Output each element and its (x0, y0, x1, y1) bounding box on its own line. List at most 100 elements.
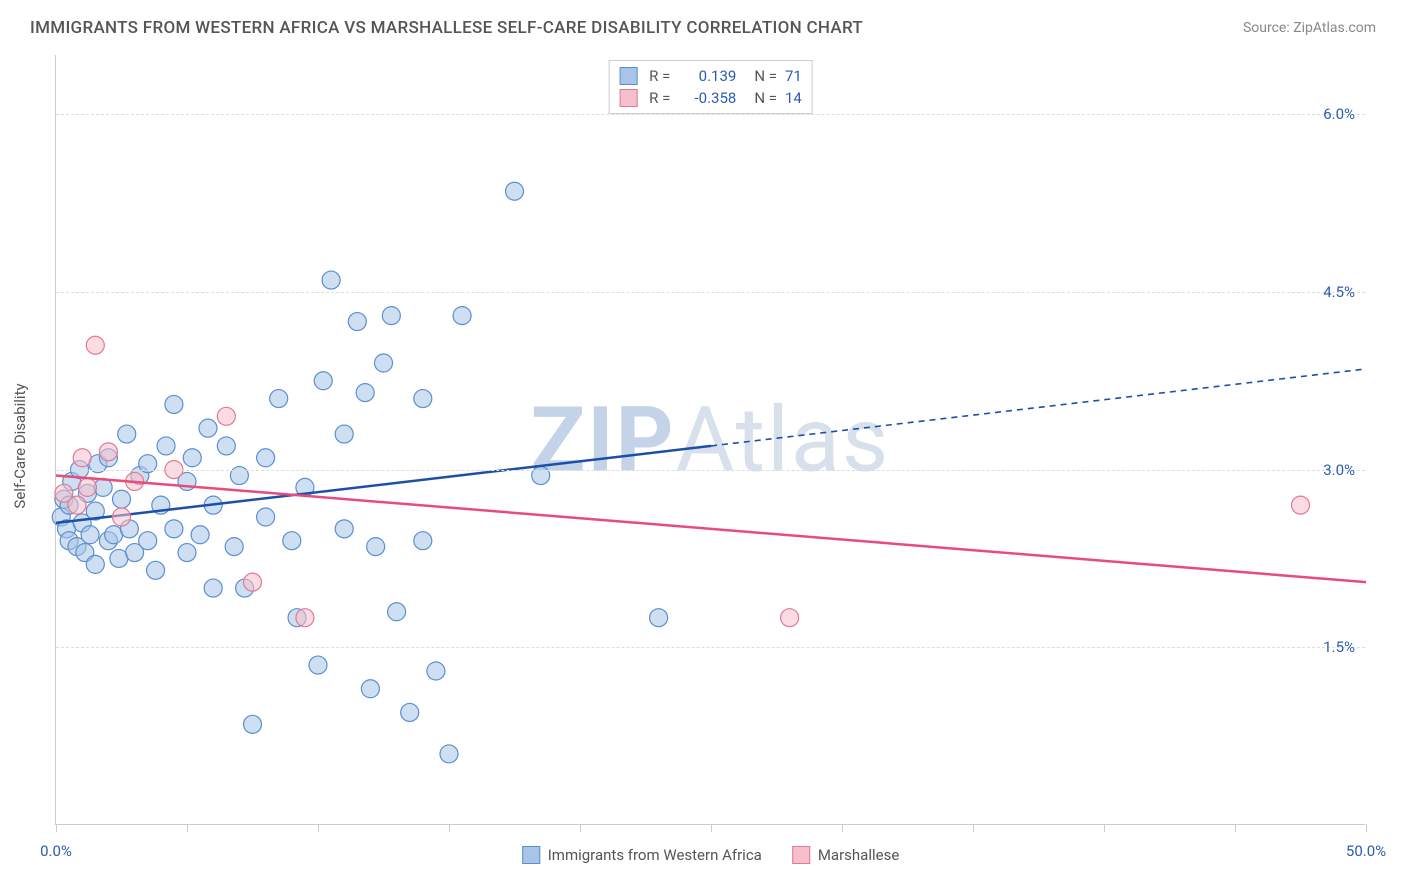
gridline (56, 470, 1365, 471)
scatter-point (68, 496, 86, 514)
trend-line-dashed (711, 369, 1366, 446)
ytick-label: 1.5% (1323, 638, 1355, 656)
scatter-point (348, 313, 366, 331)
scatter-point (81, 526, 99, 544)
scatter-point (375, 354, 393, 372)
scatter-point (204, 579, 222, 597)
r-value-0: 0.139 (678, 67, 736, 85)
legend-item-0: Immigrants from Western Africa (522, 846, 762, 864)
swatch-series-0 (619, 67, 637, 85)
scatter-point (217, 407, 235, 425)
ytick-label: 4.5% (1323, 283, 1355, 301)
legend-row-series-1: R = -0.358 N = 14 (619, 87, 802, 109)
scatter-point (270, 390, 288, 408)
scatter-point (199, 419, 217, 437)
scatter-point (225, 538, 243, 556)
ytick-label: 3.0% (1323, 461, 1355, 479)
scatter-point (257, 449, 275, 467)
xtick (580, 824, 581, 832)
swatch-series-1 (619, 89, 637, 107)
plot-area: ZIPAtlas R = 0.139 N = 71 R = -0.358 N =… (55, 55, 1365, 825)
scatter-point (453, 307, 471, 325)
trend-line-solid (56, 476, 1366, 583)
chart-container: IMMIGRANTS FROM WESTERN AFRICA VS MARSHA… (0, 0, 1406, 892)
swatch-series-1 (792, 846, 810, 864)
gridline (56, 647, 1365, 648)
scatter-point (283, 532, 301, 550)
scatter-point (1292, 496, 1310, 514)
gridline (56, 114, 1365, 115)
n-value-0: 71 (785, 67, 802, 85)
source-label: Source: ZipAtlas.com (1243, 20, 1376, 36)
xtick (842, 824, 843, 832)
legend-row-series-0: R = 0.139 N = 71 (619, 65, 802, 87)
chart-title: IMMIGRANTS FROM WESTERN AFRICA VS MARSHA… (30, 18, 863, 38)
scatter-point (217, 437, 235, 455)
scatter-point (296, 609, 314, 627)
xtick (449, 824, 450, 832)
legend-bottom: Immigrants from Western Africa Marshalle… (522, 846, 900, 864)
scatter-point (86, 336, 104, 354)
xtick (711, 824, 712, 832)
legend-label-0: Immigrants from Western Africa (548, 846, 762, 864)
scatter-point (244, 715, 262, 733)
n-label: N = (754, 67, 777, 85)
scatter-point (335, 520, 353, 538)
scatter-point (781, 609, 799, 627)
xtick (318, 824, 319, 832)
scatter-point (86, 555, 104, 573)
scatter-point (183, 449, 201, 467)
title-bar: IMMIGRANTS FROM WESTERN AFRICA VS MARSHA… (30, 18, 1376, 38)
n-label: N = (754, 89, 777, 107)
scatter-point (414, 532, 432, 550)
scatter-point (78, 478, 96, 496)
xtick (1104, 824, 1105, 832)
scatter-point (414, 390, 432, 408)
n-value-1: 14 (785, 89, 802, 107)
scatter-point (309, 656, 327, 674)
xtick (1235, 824, 1236, 832)
r-label: R = (649, 67, 670, 85)
scatter-point (367, 538, 385, 556)
scatter-point (401, 703, 419, 721)
scatter-point (388, 603, 406, 621)
xtick (973, 824, 974, 832)
scatter-point (427, 662, 445, 680)
scatter-point (118, 425, 136, 443)
scatter-point (382, 307, 400, 325)
scatter-point (147, 561, 165, 579)
scatter-point (650, 609, 668, 627)
scatter-point (356, 384, 374, 402)
gridline (56, 292, 1365, 293)
scatter-point (99, 443, 117, 461)
scatter-point (165, 520, 183, 538)
scatter-point (73, 449, 91, 467)
r-value-1: -0.358 (678, 89, 736, 107)
xtick (1366, 824, 1367, 832)
xtick-label: 0.0% (40, 842, 72, 860)
scatter-point (191, 526, 209, 544)
scatter-point (440, 745, 458, 763)
legend-item-1: Marshallese (792, 846, 899, 864)
y-axis-label: Self-Care Disability (11, 383, 29, 508)
legend-label-1: Marshallese (818, 846, 899, 864)
scatter-point (178, 544, 196, 562)
scatter-point (139, 532, 157, 550)
scatter-point (157, 437, 175, 455)
scatter-point (165, 395, 183, 413)
scatter-point (314, 372, 332, 390)
ytick-label: 6.0% (1323, 105, 1355, 123)
swatch-series-0 (522, 846, 540, 864)
scatter-point (113, 508, 131, 526)
r-label: R = (649, 89, 670, 107)
scatter-point (335, 425, 353, 443)
scatter-point (257, 508, 275, 526)
xtick (187, 824, 188, 832)
correlation-legend: R = 0.139 N = 71 R = -0.358 N = 14 (608, 60, 813, 114)
xtick-label: 50.0% (1346, 842, 1386, 860)
scatter-point (113, 490, 131, 508)
scatter-point (361, 680, 379, 698)
scatter-point (506, 182, 524, 200)
xtick (56, 824, 57, 832)
plot-svg (56, 55, 1365, 824)
